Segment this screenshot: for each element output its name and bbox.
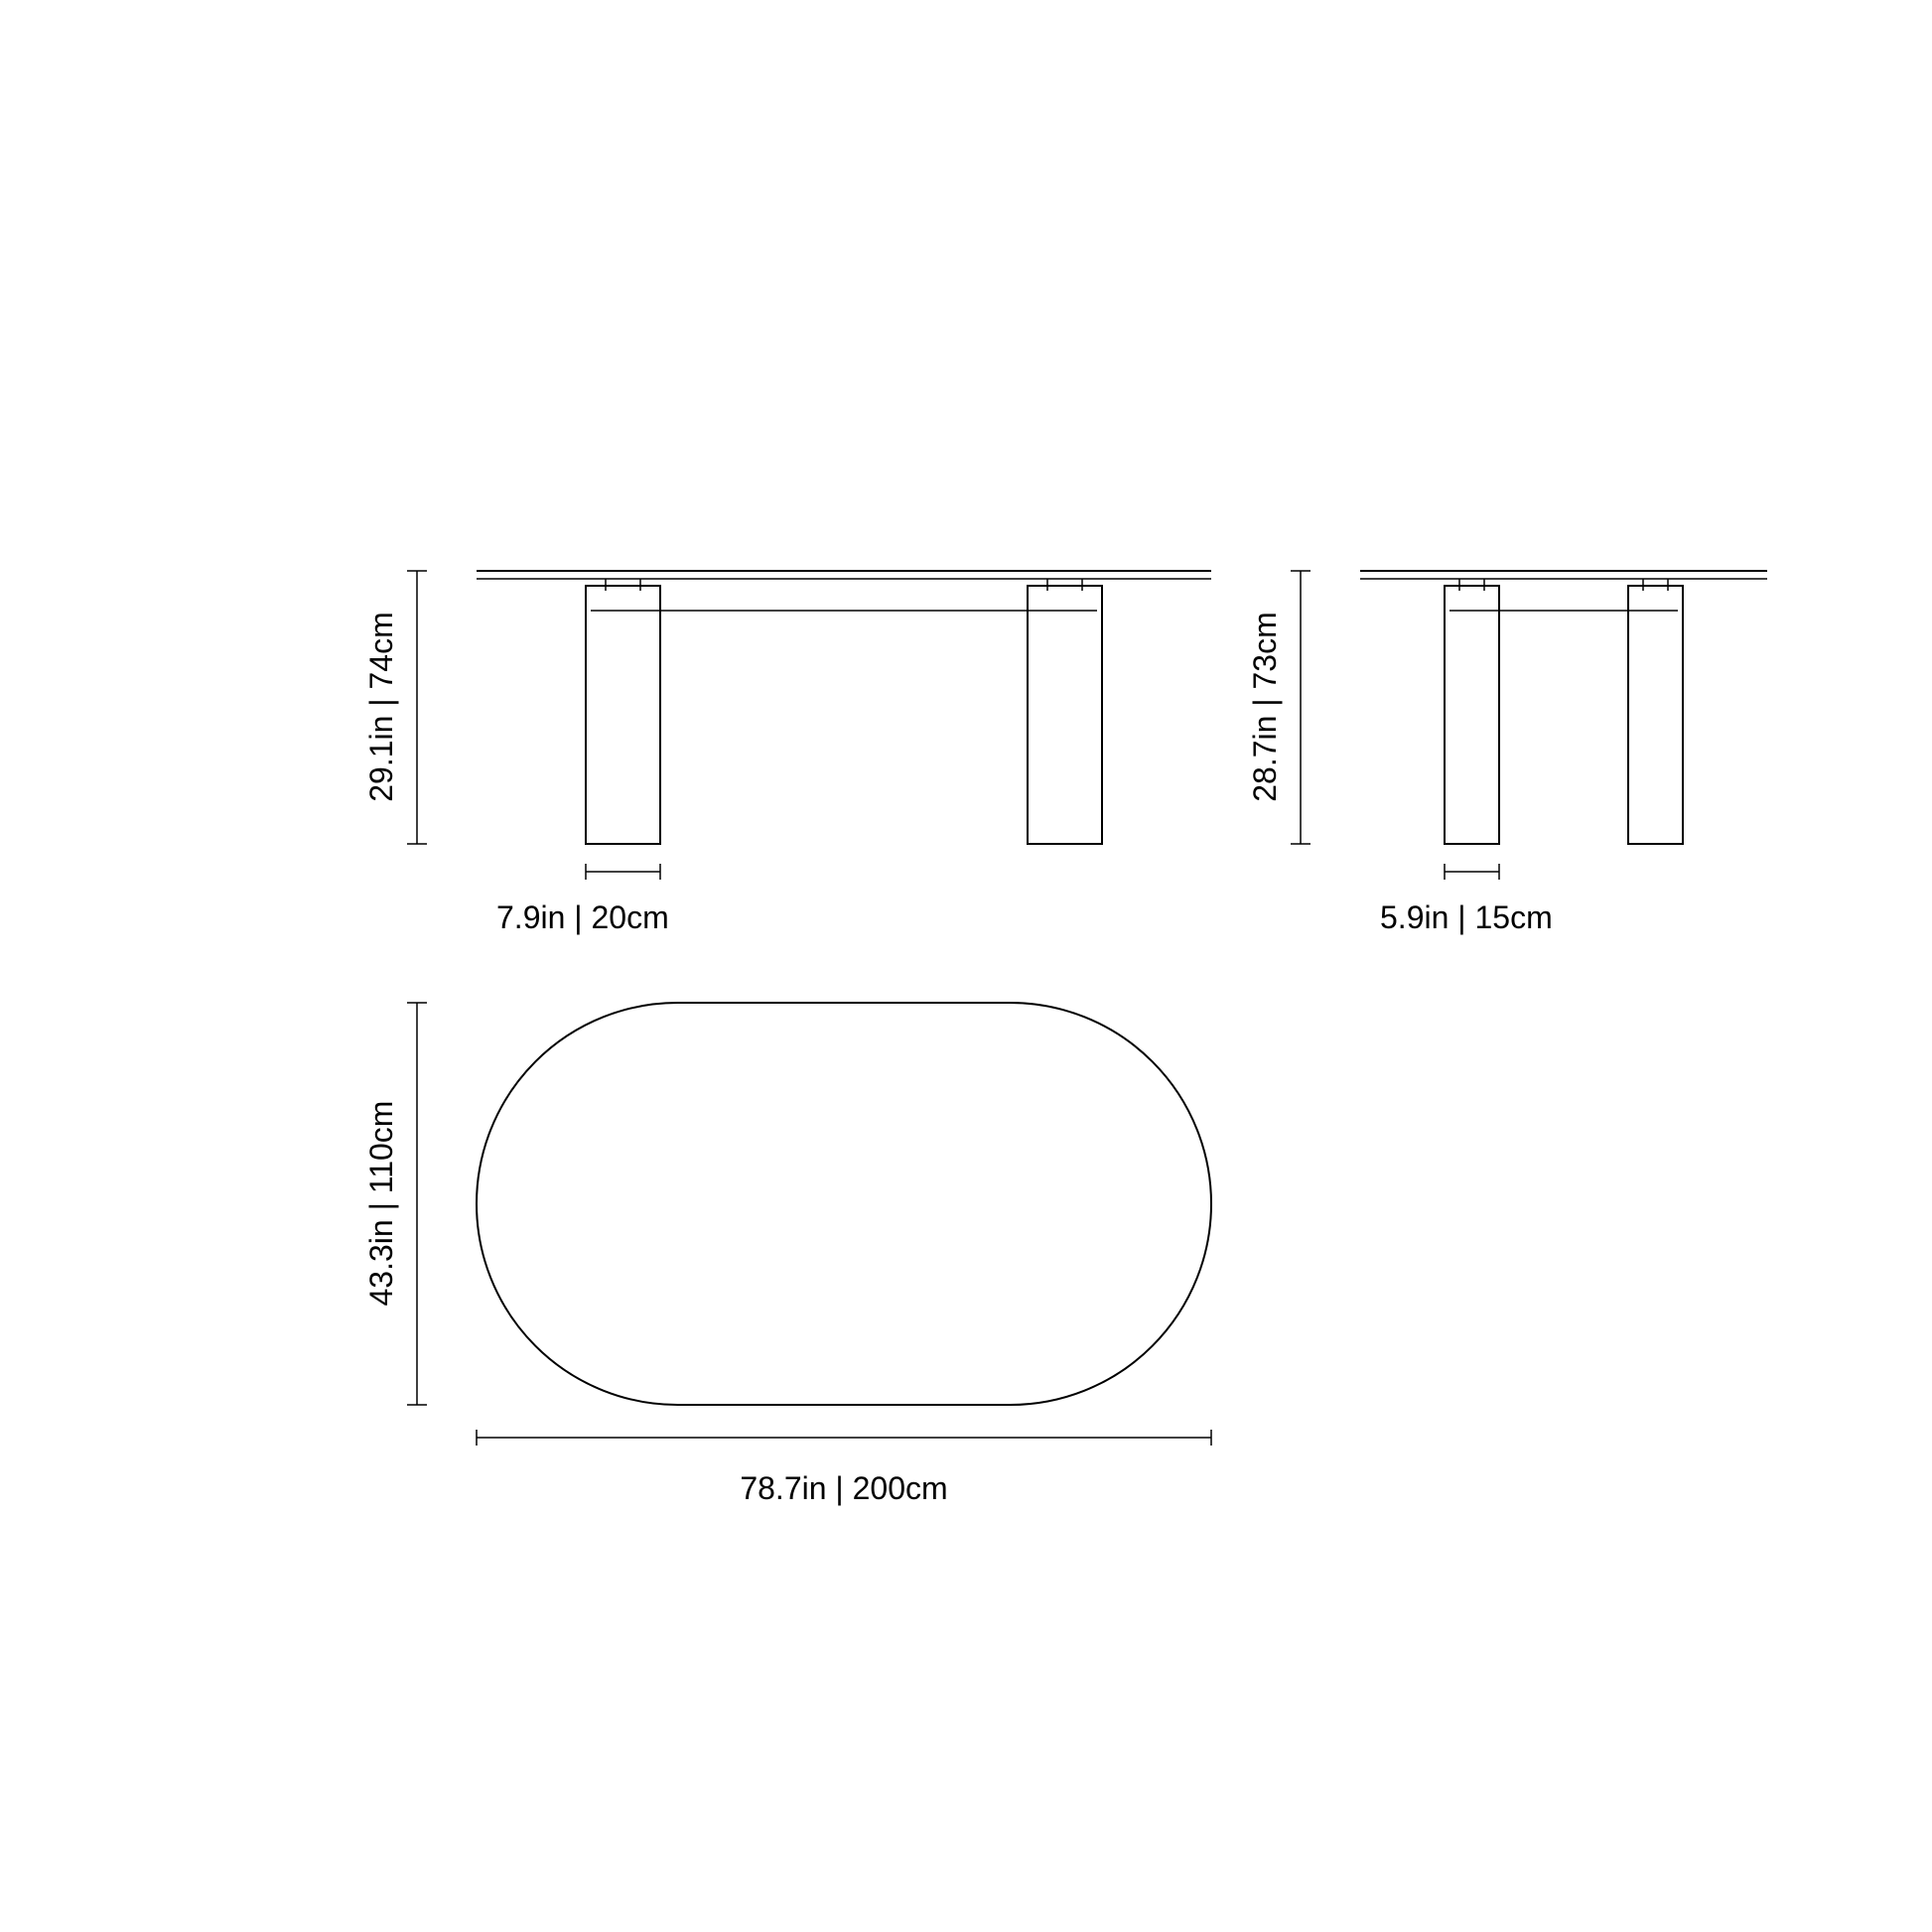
front-leg-width-label: 7.9in | 20cm <box>496 899 669 935</box>
side-height-label: 28.7in | 73cm <box>1247 612 1283 802</box>
top-plan-view <box>477 1003 1211 1405</box>
top-depth-label: 43.3in | 110cm <box>363 1101 399 1307</box>
front-height-dimension: 29.1in | 74cm <box>363 571 427 844</box>
top-length-dimension: 78.7in | 200cm <box>477 1430 1211 1506</box>
side-height-dimension: 28.7in | 73cm <box>1247 571 1311 844</box>
dimension-diagram: 29.1in | 74cm 7.9in | 20cm 28.7in | 73cm <box>0 0 1932 1932</box>
front-elevation-view <box>477 571 1211 844</box>
side-elevation-view <box>1360 571 1767 844</box>
front-leg-width-dimension: 7.9in | 20cm <box>496 864 669 935</box>
side-leg-width-dimension: 5.9in | 15cm <box>1380 864 1553 935</box>
side-leg-width-label: 5.9in | 15cm <box>1380 899 1553 935</box>
front-height-label: 29.1in | 74cm <box>363 612 399 802</box>
top-length-label: 78.7in | 200cm <box>740 1470 947 1506</box>
top-depth-dimension: 43.3in | 110cm <box>363 1003 427 1405</box>
